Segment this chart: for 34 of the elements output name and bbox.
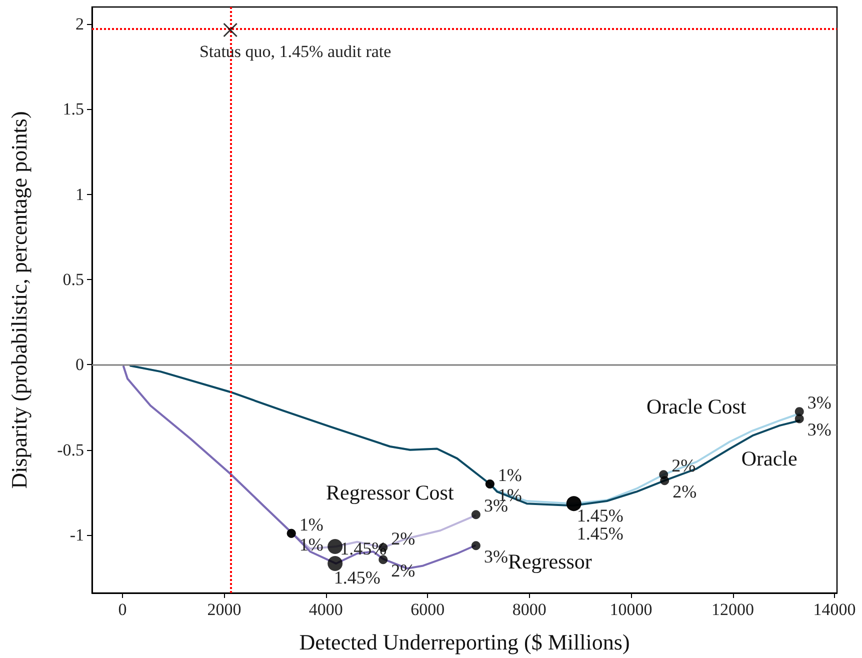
- y-tick-label: -0.5: [57, 440, 84, 460]
- series-label: Regressor Cost: [326, 480, 454, 505]
- x-tick-label: 6000: [410, 600, 445, 619]
- y-tick-label: 2: [76, 14, 84, 34]
- annotation: 1%: [498, 464, 522, 485]
- y-tick-label: -1: [70, 526, 84, 545]
- annotation: 3%: [807, 392, 832, 413]
- x-tick-label: 12000: [712, 600, 754, 619]
- annotation: 1.45%: [576, 506, 624, 526]
- y-tick-label: 0: [76, 355, 84, 374]
- series-label: Oracle Cost: [646, 394, 746, 419]
- annotation: 2%: [391, 560, 416, 581]
- y-tick-label: 0.5: [62, 270, 84, 290]
- x-tick-label: 8000: [512, 600, 546, 619]
- y-tick-label: 1.5: [62, 100, 84, 119]
- annotation: 1.45%: [576, 524, 624, 544]
- annotation: 2%: [391, 528, 416, 549]
- y-tick-label: 1: [76, 184, 84, 204]
- annotation: 2%: [672, 482, 697, 502]
- x-tick-label: 10000: [610, 600, 652, 619]
- x-axis-title: Detected Underreporting ($ Millions): [299, 630, 630, 654]
- series-label: Oracle: [741, 446, 798, 471]
- x-tick-label: 14000: [813, 600, 856, 619]
- x-tick-label: 2000: [207, 600, 242, 619]
- series-label: Regressor: [508, 550, 592, 574]
- annotation: 1.45%: [334, 568, 380, 588]
- annotation: 2%: [672, 456, 696, 476]
- annotation: 3%: [484, 546, 508, 567]
- x-tick-label: 0: [118, 600, 127, 619]
- annotation: Status quo, 1.45% audit rate: [199, 42, 392, 61]
- y-axis-title: Disparity (probabilistic, percentage points): [6, 111, 32, 489]
- annotation: 3%: [807, 420, 832, 440]
- annotation: 1%: [299, 514, 324, 534]
- x-tick-label: 4000: [308, 600, 343, 619]
